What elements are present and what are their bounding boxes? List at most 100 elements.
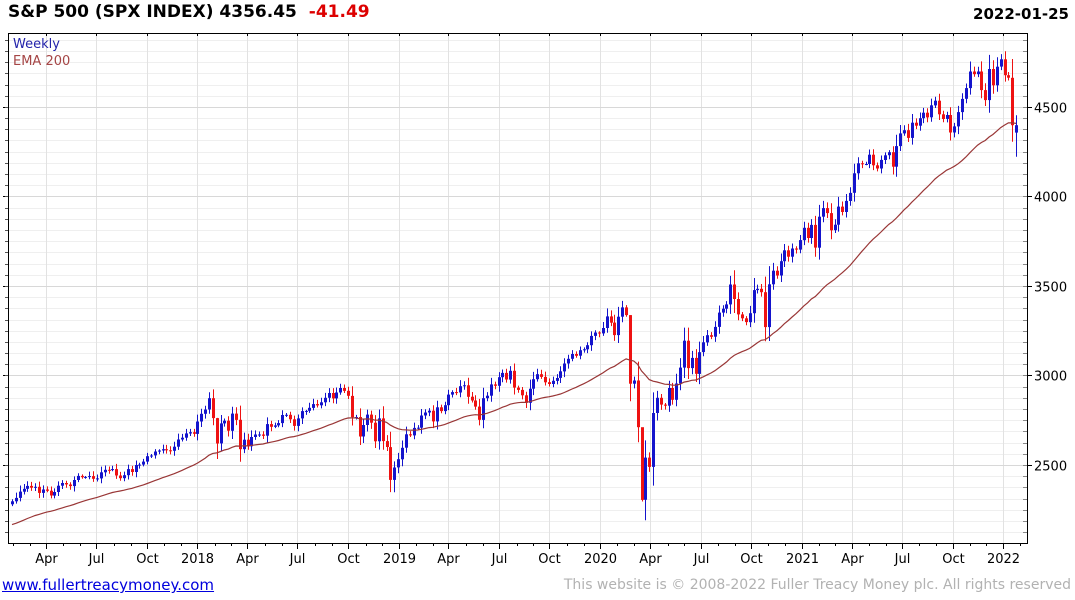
- candle: [305, 409, 308, 415]
- candle: [795, 246, 798, 254]
- candle: [293, 415, 296, 431]
- x-axis-label: 2021: [786, 552, 819, 567]
- candle: [84, 476, 87, 479]
- candle: [482, 387, 485, 429]
- candle: [413, 422, 416, 440]
- y-axis-label: 3000: [1034, 370, 1067, 385]
- candle: [826, 202, 829, 218]
- candle: [127, 464, 130, 480]
- candle: [235, 407, 238, 426]
- x-axis-label: 2020: [584, 552, 617, 567]
- candle: [142, 458, 145, 467]
- candle: [289, 411, 292, 423]
- candle: [312, 398, 315, 411]
- candle: [521, 387, 524, 400]
- y-axis-label: 2500: [1034, 460, 1067, 475]
- candle: [320, 397, 323, 409]
- candle: [277, 420, 280, 428]
- candle: [725, 301, 728, 314]
- candle: [868, 149, 871, 169]
- candle: [934, 96, 937, 108]
- candle: [193, 428, 196, 437]
- candle: [517, 385, 520, 393]
- candle: [768, 266, 771, 341]
- candle: [783, 244, 786, 267]
- candle: [1004, 51, 1007, 82]
- candle: [621, 300, 624, 323]
- candle: [65, 480, 68, 488]
- candle: [505, 368, 508, 383]
- legend-timeframe: Weekly: [13, 37, 60, 52]
- candle: [594, 330, 597, 341]
- x-axis-label: Apr: [639, 552, 662, 567]
- candle: [807, 222, 810, 243]
- candle: [617, 306, 620, 343]
- candle: [158, 449, 161, 455]
- candle: [942, 110, 945, 123]
- candle: [899, 125, 902, 151]
- candle: [339, 383, 342, 395]
- x-axis-label: Oct: [136, 552, 158, 567]
- candle: [760, 284, 763, 297]
- axis-labels-layer: 2500 3000 3500 4000 4500 Apr Jul Oct 2018 Apr Jul O…: [35, 102, 1067, 568]
- candle: [953, 122, 956, 138]
- candle: [563, 358, 566, 378]
- candle: [146, 452, 149, 465]
- candle: [706, 330, 709, 346]
- candle: [702, 336, 705, 357]
- candle: [880, 155, 883, 174]
- candle: [123, 471, 126, 482]
- candle: [432, 405, 435, 429]
- candle: [753, 278, 756, 323]
- x-axis-label: Apr: [35, 552, 58, 567]
- candle: [200, 408, 203, 427]
- candle: [1015, 115, 1018, 157]
- candle: [11, 499, 14, 507]
- candle: [926, 108, 929, 123]
- candle: [973, 66, 976, 77]
- chart-date: 2022-01-25: [973, 5, 1069, 23]
- candle: [486, 392, 489, 402]
- y-axis-label: 4500: [1034, 102, 1067, 117]
- candle: [231, 406, 234, 439]
- candle: [814, 215, 817, 257]
- candle: [513, 363, 516, 395]
- candle: [741, 312, 744, 322]
- candle: [841, 201, 844, 216]
- candle: [598, 331, 601, 338]
- candle: [138, 462, 141, 469]
- candle: [351, 386, 354, 426]
- candle: [46, 486, 49, 493]
- candle: [853, 163, 856, 202]
- candle: [162, 444, 165, 454]
- candle: [590, 331, 593, 351]
- instrument-title: S&P 500 (SPX INDEX) 4356.45: [8, 2, 297, 22]
- candle: [722, 305, 725, 317]
- candle: [359, 408, 362, 445]
- candle: [382, 406, 385, 450]
- candle: [501, 369, 504, 383]
- candle: [104, 465, 107, 477]
- candle: [764, 276, 767, 342]
- candle: [270, 420, 273, 432]
- candle: [648, 452, 651, 472]
- candle: [328, 388, 331, 403]
- candle: [77, 473, 80, 483]
- candle: [115, 463, 118, 479]
- candle: [946, 111, 949, 123]
- site-link[interactable]: www.fullertreacymoney.com: [2, 576, 215, 594]
- candle: [471, 392, 474, 403]
- candle: [529, 379, 532, 411]
- candle: [633, 376, 636, 389]
- candle: [919, 112, 922, 131]
- candle: [243, 432, 246, 454]
- candle: [173, 441, 176, 456]
- ema-line-layer: [11, 122, 1017, 526]
- candle: [92, 471, 95, 482]
- x-axis-label: Oct: [740, 552, 762, 567]
- candle: [96, 474, 99, 482]
- candle: [857, 157, 860, 180]
- candle: [316, 399, 319, 408]
- candle: [189, 428, 192, 436]
- candle: [108, 466, 111, 474]
